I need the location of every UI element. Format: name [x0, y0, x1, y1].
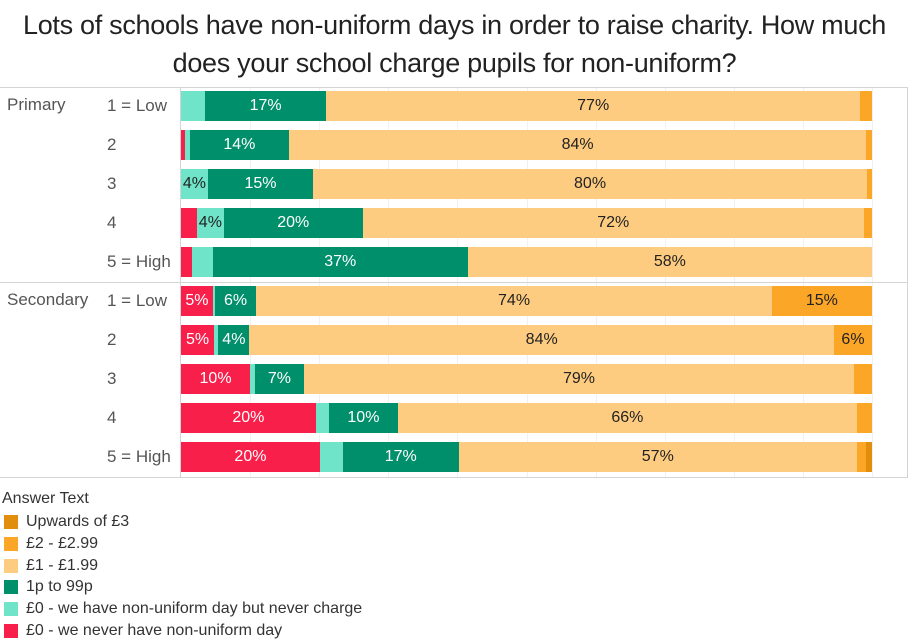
row-label: 3: [107, 369, 117, 388]
legend-label: £0 - we have non-uniform day but never c…: [26, 600, 363, 618]
bar-segment-l1: [256, 286, 772, 316]
bar-segment-never: [181, 442, 320, 472]
bar-segment-l3: [865, 442, 872, 472]
legend-label: 1p to 99p: [26, 578, 93, 596]
bar-segment-l1: [312, 169, 868, 199]
legend-item[interactable]: £1 - £1.99: [4, 556, 98, 576]
bar-segment-p99: [214, 286, 257, 316]
bar-segment-l1: [303, 364, 855, 394]
legend-item[interactable]: 1p to 99p: [4, 577, 93, 597]
bar-segment-l2: [771, 286, 872, 316]
legend-swatch-l1: [4, 558, 18, 573]
bar-segment-free: [315, 403, 329, 433]
bar-segment-l2: [856, 442, 866, 472]
group-label-secondary: Secondary: [7, 290, 89, 309]
bar-segment-l2: [833, 325, 872, 355]
bar-segment-l1: [467, 247, 872, 277]
row-label: 1 = Low: [107, 96, 168, 115]
legend-title: Answer Text: [2, 490, 89, 507]
bar-segment-free: [214, 325, 219, 355]
bar-segment-l1: [288, 130, 867, 160]
legend-label: £0 - we never have non-uniform day: [26, 622, 283, 639]
bar-segment-free: [192, 247, 213, 277]
bar-segment-l1: [397, 403, 857, 433]
bar-segment-l1: [326, 91, 861, 121]
bar-segment-free: [181, 169, 208, 199]
bar-segment-l2: [860, 91, 872, 121]
bar-segment-l1: [362, 208, 864, 238]
row-label: 5 = High: [107, 447, 171, 466]
bar-segment-never: [181, 364, 251, 394]
bar-segment-never: [181, 208, 197, 238]
legend-item[interactable]: Upwards of £3: [4, 512, 129, 532]
legend-swatch-l2: [4, 536, 18, 551]
bar-segment-p99: [328, 403, 398, 433]
row-label: 1 = Low: [107, 291, 168, 310]
bar-segment-p99: [342, 442, 459, 472]
bar-segment-p99: [207, 169, 313, 199]
panel-border-bottom: [0, 477, 908, 478]
row-label: 3: [107, 174, 117, 193]
bar-segment-l2: [854, 364, 872, 394]
legend-item[interactable]: £0 - we never have non-uniform day: [4, 621, 282, 641]
bar-segment-never: [181, 325, 215, 355]
legend-swatch-p99: [4, 580, 18, 595]
legend-label: Upwards of £3: [26, 513, 130, 530]
panel-border-top: [0, 87, 908, 88]
legend-swatch-l3: [4, 515, 18, 529]
bar-segment-free: [185, 130, 190, 160]
bar-segment-l1: [249, 325, 834, 355]
legend-swatch-never: [4, 624, 18, 638]
bar-segment-free: [212, 286, 215, 316]
chart-title: Lots of schools have non-uniform days in…: [22, 10, 886, 78]
row-label: 5 = High: [107, 252, 171, 271]
bar-segment-free: [196, 208, 224, 238]
group-label-primary: Primary: [7, 95, 66, 114]
bar-segment-l2: [863, 208, 872, 238]
legend-label: £2 - £2.99: [26, 534, 99, 552]
group-divider: [0, 282, 908, 283]
bar-segment-never: [181, 130, 186, 160]
legend-swatch-free: [4, 602, 18, 617]
row-label: 2: [107, 330, 117, 349]
row-label: 4: [107, 213, 117, 232]
bar-segment-p99: [212, 247, 468, 277]
bar-segment-free: [181, 91, 206, 121]
bar-segment-l1: [458, 442, 857, 472]
legend-item[interactable]: £2 - £2.99: [4, 534, 98, 554]
bar-segment-p99: [205, 91, 327, 121]
legend-item[interactable]: £0 - we have non-uniform day but never c…: [4, 599, 362, 619]
bar-segment-p99: [254, 364, 304, 394]
bar-segment-p99: [189, 130, 289, 160]
bar-segment-l2: [867, 169, 872, 199]
bar-segment-never: [181, 403, 316, 433]
bar-segment-never: [181, 247, 193, 277]
bar-segment-p99: [218, 325, 250, 355]
row-label: 4: [107, 408, 117, 427]
bar-segment-p99: [223, 208, 363, 238]
legend-label: £1 - £1.99: [26, 556, 99, 574]
bar-segment-never: [181, 286, 213, 316]
bar-segment-free: [319, 442, 343, 472]
bar-segment-l2: [866, 130, 872, 160]
row-label: 2: [107, 135, 117, 154]
bar-segment-free: [250, 364, 255, 394]
bar-segment-l2: [856, 403, 872, 433]
